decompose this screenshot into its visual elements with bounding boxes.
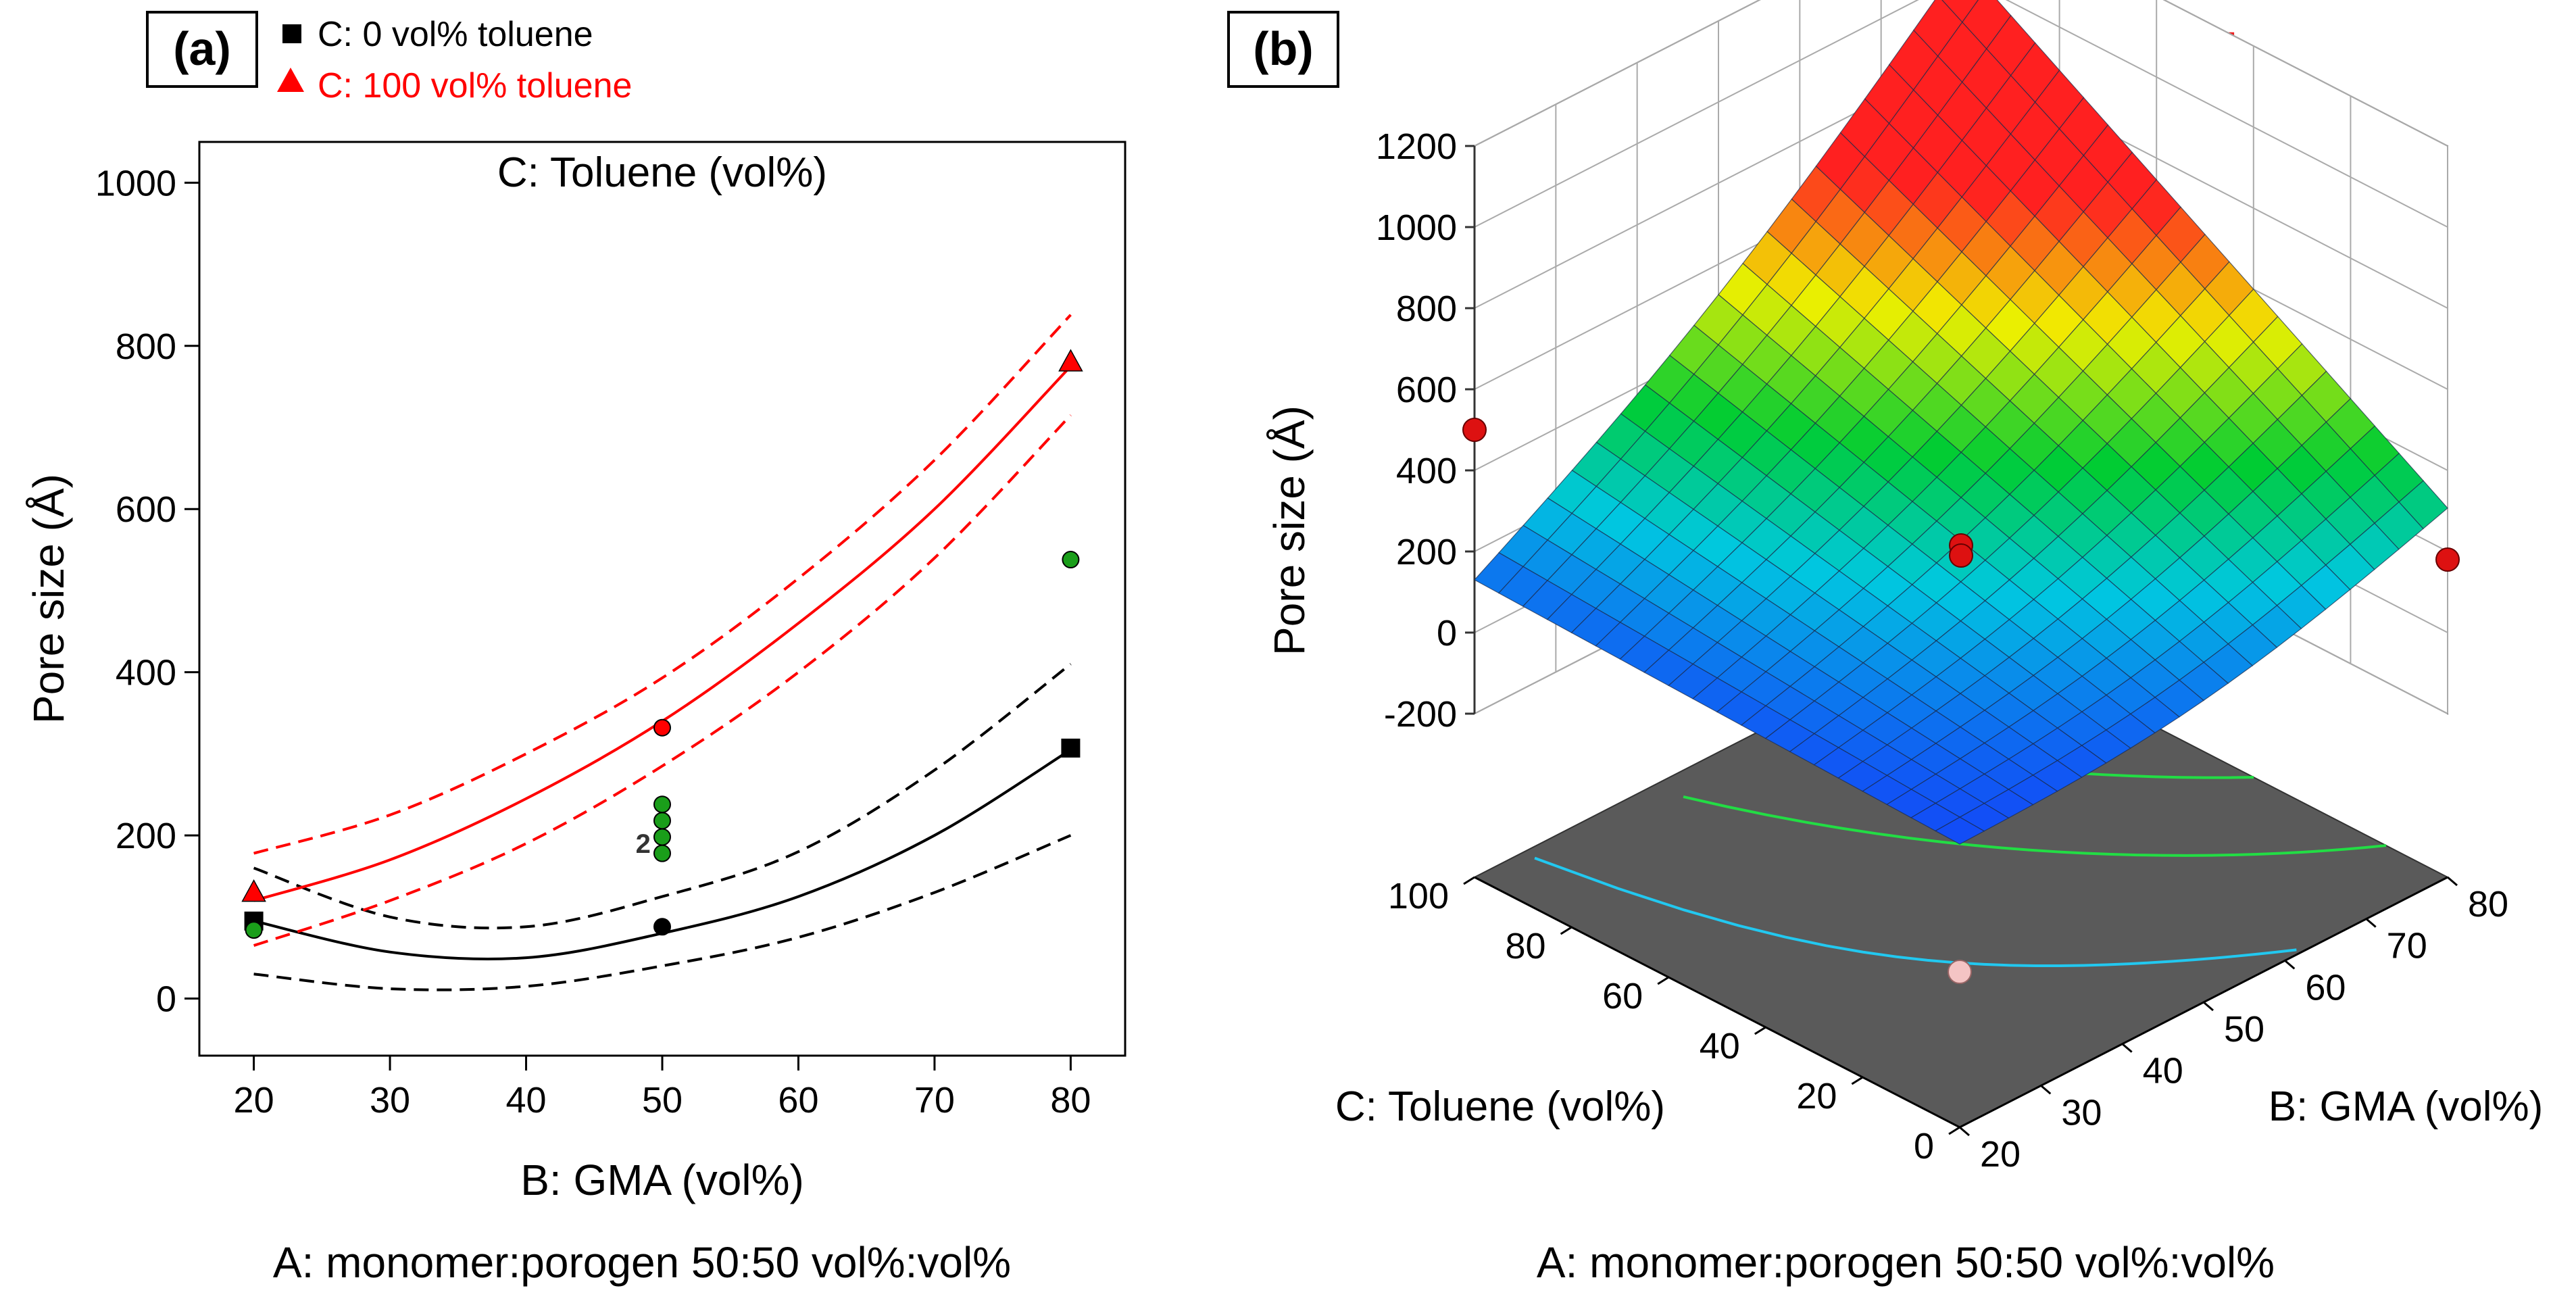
z-axis-label-b: Pore size (Å)	[1265, 405, 1314, 656]
toluene-tick-mark	[1851, 1076, 1864, 1085]
x-tick-label: 30	[370, 1080, 410, 1121]
x-tick-label: 20	[234, 1080, 274, 1121]
toluene-tick-label: 0	[1914, 1126, 1934, 1166]
chart-title-a: C: Toluene (vol%)	[497, 149, 827, 196]
toluene-tick-label: 20	[1796, 1076, 1837, 1116]
panel-a-label: (a)	[173, 22, 231, 75]
data-point-circle	[653, 918, 671, 936]
toluene-axis-line	[1474, 876, 1960, 1129]
legend-square-marker	[282, 24, 301, 43]
x-tick-label: 80	[1050, 1080, 1091, 1121]
x-axis-label-a: B: GMA (vol%)	[520, 1156, 804, 1204]
data-point-circle	[653, 812, 671, 830]
data-point-circle	[653, 844, 671, 862]
toluene-tick-label: 40	[1700, 1026, 1740, 1066]
caption-b: A: monomer:porogen 50:50 vol%:vol%	[1537, 1238, 2275, 1287]
y-tick-label: 400	[116, 653, 176, 693]
z-tick-label: 200	[1396, 532, 1457, 572]
toluene-tick-mark	[1560, 926, 1572, 935]
gma-tick-mark	[1959, 1126, 1970, 1137]
legend-entry-0: C: 0 vol% toluene	[318, 15, 593, 54]
data-point-circle	[1062, 551, 1080, 569]
data-point-circle	[653, 718, 671, 737]
gma-tick-mark	[2365, 918, 2377, 928]
y-tick-label: 0	[156, 979, 176, 1020]
y-axis-label-b: C: Toluene (vol%)	[1335, 1083, 1665, 1130]
y-tick-label: 800	[116, 326, 176, 367]
toluene-tick-label: 60	[1602, 976, 1643, 1016]
z-tick-label: 400	[1396, 451, 1457, 491]
data-point-circle	[245, 921, 263, 939]
gma-tick-mark	[2284, 960, 2296, 970]
gma-tick-label: 30	[2061, 1092, 2102, 1133]
surface-cell	[1934, 816, 1985, 845]
data-point-triangle	[1058, 349, 1083, 372]
panel-a-label-box	[146, 11, 258, 88]
toluene-tick-mark	[1754, 1026, 1766, 1035]
gma-tick-mark	[2040, 1085, 2052, 1095]
toluene-tick-label: 80	[1506, 926, 1546, 966]
series-line	[253, 414, 1072, 947]
y-tick-label: 600	[116, 489, 176, 530]
design-point	[1462, 418, 1487, 442]
z-tick-label: 600	[1396, 370, 1457, 410]
z-tick-label: 0	[1437, 613, 1457, 654]
x-tick-label: 50	[642, 1080, 683, 1121]
gma-tick-mark	[2203, 1001, 2214, 1012]
z-tick-label: 1200	[1376, 126, 1457, 167]
axes-3d: 0 20 40 60 80 100 20 30 40 50 60 70 80	[1388, 876, 2508, 1175]
gma-tick-label: 70	[2387, 926, 2427, 966]
series-line	[253, 314, 1072, 855]
gma-tick-label: 20	[1980, 1134, 2021, 1175]
x-tick-label: 60	[778, 1080, 818, 1121]
x-tick-label: 70	[914, 1080, 955, 1121]
replicate-count-annotation: 2	[636, 829, 651, 859]
panel-b-label-box	[1227, 11, 1339, 88]
toluene-tick-mark	[1657, 976, 1669, 985]
points-group-a: 2	[241, 349, 1083, 939]
z-tick-label: -200	[1384, 694, 1457, 735]
design-point	[1948, 960, 1972, 984]
data-point-circle	[653, 795, 671, 814]
y-tick-label: 200	[116, 816, 176, 856]
series-line	[253, 365, 1072, 902]
toluene-tick-mark	[1463, 876, 1475, 885]
series-group-a	[253, 314, 1072, 991]
z-tick-label: 1000	[1376, 207, 1457, 248]
design-point	[2435, 547, 2460, 572]
data-point-triangle	[241, 879, 266, 902]
gma-tick-mark	[2447, 876, 2458, 887]
legend: C: 0 vol% toluene C: 100 vol% toluene	[277, 15, 632, 105]
series-line	[253, 834, 1072, 991]
series-line	[253, 662, 1072, 930]
data-point-square	[1061, 738, 1081, 758]
toluene-tick-label: 100	[1388, 876, 1449, 916]
gma-tick-label: 80	[2468, 884, 2508, 925]
floor-contour-line	[1534, 856, 2297, 968]
panel-a: (a) C: 0 vol% toluene C: 100 vol% toluen…	[24, 11, 1126, 1287]
gma-tick-mark	[2121, 1043, 2133, 1053]
x-tick-label: 40	[505, 1080, 546, 1121]
toluene-tick-mark	[1948, 1126, 1960, 1135]
response-surface	[1474, 0, 2448, 845]
design-point	[1949, 543, 1973, 568]
gma-tick-label: 40	[2143, 1051, 2183, 1091]
legend-entry-1: C: 100 vol% toluene	[318, 66, 632, 105]
panel-b-label: (b)	[1253, 22, 1313, 75]
data-point-circle	[653, 828, 671, 846]
y-axis-a: 0 200 400 600 800 1000	[95, 163, 199, 1020]
points-above-surface	[1462, 418, 2460, 572]
legend-triangle-marker	[277, 68, 304, 92]
x-axis-a: 20 30 40 50 60 70 80	[234, 1056, 1091, 1121]
floor-contour-line	[1683, 795, 2387, 857]
y-tick-label: 1000	[95, 163, 176, 203]
gma-tick-label: 50	[2224, 1009, 2264, 1050]
z-tick-label: 800	[1396, 289, 1457, 329]
caption-a: A: monomer:porogen 50:50 vol%:vol%	[273, 1238, 1011, 1287]
gma-tick-label: 60	[2305, 967, 2346, 1008]
x-axis-label-b: B: GMA (vol%)	[2269, 1083, 2544, 1130]
y-axis-label-a: Pore size (Å)	[24, 474, 73, 724]
